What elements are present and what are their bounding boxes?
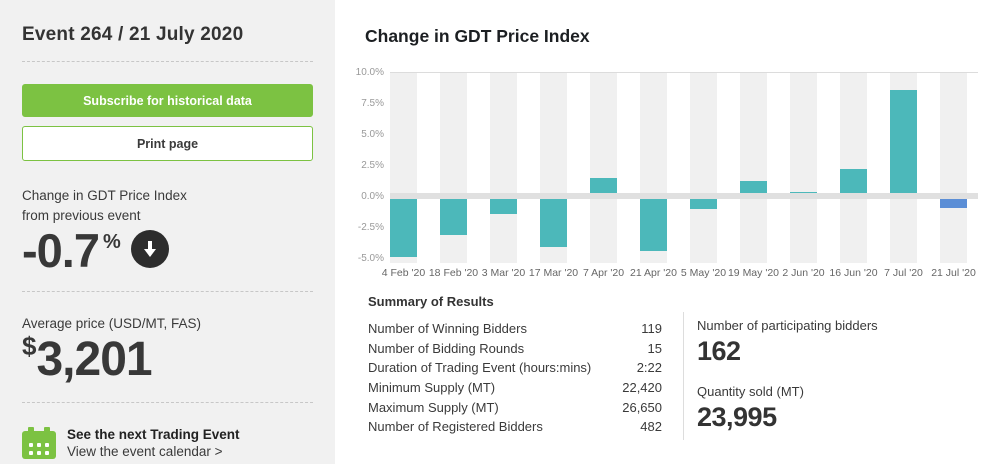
chart-bar-7-apr-20[interactable] xyxy=(590,178,617,193)
chart-bar-16-jun-20[interactable] xyxy=(840,169,867,193)
calendar-icon xyxy=(22,426,56,459)
average-price-value: 3,201 xyxy=(36,333,152,387)
column-stripe xyxy=(590,73,617,263)
x-axis-label: 7 Jul '20 xyxy=(884,267,923,279)
column-stripe xyxy=(490,73,517,263)
column-stripe xyxy=(940,73,967,263)
table-row: Number of Registered Bidders 482 xyxy=(368,419,662,435)
next-event-title: See the next Trading Event xyxy=(67,426,240,442)
x-axis-label: 16 Jun '20 xyxy=(829,267,878,279)
y-axis-label: -2.5% xyxy=(357,222,384,233)
summary-highlights: Number of participating bidders 162 Quan… xyxy=(697,318,878,433)
chart-bar-4-feb-20[interactable] xyxy=(390,199,417,258)
next-trading-event[interactable]: See the next Trading Event View the even… xyxy=(22,426,313,459)
x-axis-label: 19 May '20 xyxy=(727,267,780,279)
event-title: Event 264 / 21 July 2020 xyxy=(22,24,244,45)
summary-table: Number of Winning Bidders 119 Number of B… xyxy=(368,321,662,439)
divider xyxy=(22,291,313,293)
divider xyxy=(22,401,313,403)
y-axis-label: 5.0% xyxy=(361,129,384,140)
vertical-divider xyxy=(683,312,684,440)
average-price-stat: $3,201 xyxy=(22,331,313,385)
sidebar: Event 264 / 21 July 2020 Subscribe for h… xyxy=(0,0,335,464)
currency-sign: $ xyxy=(22,331,37,362)
y-axis-label: 2.5% xyxy=(361,160,384,171)
chart-bar-21-jul-20[interactable] xyxy=(940,199,967,208)
x-axis-label: 21 Apr '20 xyxy=(630,267,677,279)
chart-bar-21-apr-20[interactable] xyxy=(640,199,667,252)
x-axis-label: 5 May '20 xyxy=(680,267,727,279)
index-change-label: Change in GDT Price Index from previous … xyxy=(22,188,187,223)
index-change-value: -0.7 xyxy=(22,224,100,278)
divider xyxy=(22,61,313,62)
subscribe-button[interactable]: Subscribe for historical data xyxy=(22,84,313,117)
summary-heading: Summary of Results xyxy=(368,294,494,309)
down-arrow-icon xyxy=(130,230,169,269)
x-axis-label: 21 Jul '20 xyxy=(931,267,976,279)
x-axis-label: 18 Feb '20 xyxy=(428,267,479,279)
event-calendar-link[interactable]: View the event calendar > xyxy=(67,443,223,459)
table-row: Number of Winning Bidders 119 xyxy=(368,321,662,336)
column-stripe xyxy=(840,73,867,263)
chart-bar-3-mar-20[interactable] xyxy=(490,199,517,214)
column-stripe xyxy=(690,73,717,263)
average-price-label: Average price (USD/MT, FAS) xyxy=(22,316,202,332)
column-stripe xyxy=(790,73,817,263)
x-axis-label: 17 Mar '20 xyxy=(528,267,579,279)
y-axis-label: -5.0% xyxy=(357,253,384,264)
table-row: Maximum Supply (MT) 26,650 xyxy=(368,399,662,415)
chart-bar-19-may-20[interactable] xyxy=(740,180,767,193)
y-axis-label: 10.0% xyxy=(355,67,384,78)
y-axis-label: 0.0% xyxy=(361,191,384,202)
print-page-button[interactable]: Print page xyxy=(22,126,313,161)
x-axis-label: 4 Feb '20 xyxy=(381,267,426,279)
percent-sign: % xyxy=(103,231,121,254)
index-change-stat: -0.7 % xyxy=(22,227,313,274)
table-row: Number of Bidding Rounds 15 xyxy=(368,340,662,356)
chart-bar-5-may-20[interactable] xyxy=(690,199,717,209)
zero-line-band xyxy=(390,193,978,199)
quantity-sold-stat: Quantity sold (MT) 23,995 xyxy=(697,384,804,432)
table-row: Minimum Supply (MT) 22,420 xyxy=(368,380,662,396)
x-axis-label: 2 Jun '20 xyxy=(782,267,825,279)
main-content: Change in GDT Price Index 10.0% 7.5% 5.0% 2… xyxy=(335,0,1000,464)
gdt-price-index-chart xyxy=(390,72,978,263)
table-row: Duration of Trading Event (hours:mins) 2:… xyxy=(368,360,662,376)
chart-bar-2-jun-20[interactable] xyxy=(790,191,817,193)
chart-bar-17-mar-20[interactable] xyxy=(540,199,567,248)
column-stripe xyxy=(740,73,767,263)
x-axis-label: 3 Mar '20 xyxy=(481,267,526,279)
participating-bidders-stat: Number of participating bidders 162 xyxy=(697,318,878,366)
x-axis-label: 7 Apr '20 xyxy=(582,267,625,279)
chart-bar-7-jul-20[interactable] xyxy=(890,90,917,193)
chart-bar-18-feb-20[interactable] xyxy=(440,199,467,235)
y-axis-label: 7.5% xyxy=(361,98,384,109)
chart-title: Change in GDT Price Index xyxy=(365,26,590,46)
